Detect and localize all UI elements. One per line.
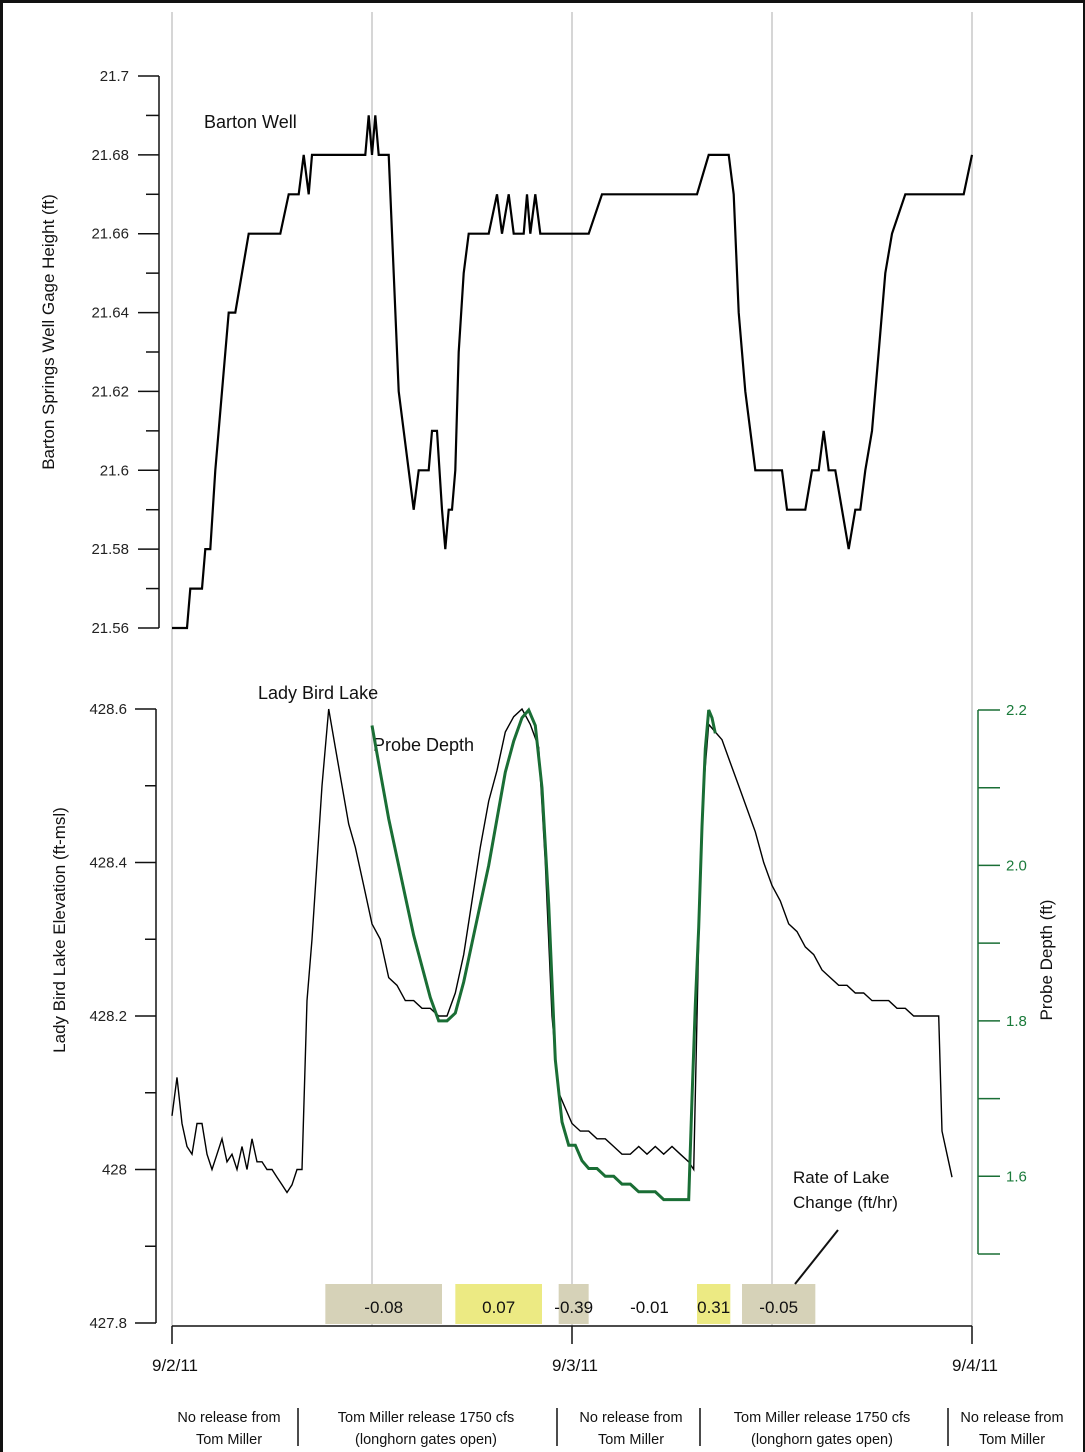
top-y-tick-label: 21.62 xyxy=(91,383,129,400)
probe-depth-label: Probe Depth xyxy=(373,735,474,755)
rate-box xyxy=(697,1284,731,1324)
vertical-gridlines xyxy=(171,12,973,1326)
x-tick-label: 9/3/11 xyxy=(552,1356,598,1375)
rate-box xyxy=(602,1284,697,1324)
x-tick-label: 9/2/11 xyxy=(152,1356,198,1375)
top-y-tick-label: 21.68 xyxy=(91,147,129,164)
probe-y-tick-label: 1.8 xyxy=(1006,1013,1027,1030)
lady-bird-lake-line xyxy=(171,707,953,1194)
period-label-line2: Tom Miller xyxy=(196,1432,262,1448)
lake-y-tick-label: 427.8 xyxy=(89,1315,127,1332)
probe-y-axis-title: Probe Depth (ft) xyxy=(1037,900,1056,1021)
period-label-line2: Tom Miller xyxy=(598,1432,664,1448)
period-label-line1: No release from xyxy=(579,1410,682,1426)
period-label-line2: Tom Miller xyxy=(979,1432,1045,1448)
lady-bird-lake-panel: 428.6 428.4 428.2 428 427.8 2.2 2.0 1.8 1.6 Lad… xyxy=(50,683,1056,1332)
period-label-line2: (longhorn gates open) xyxy=(355,1432,497,1448)
rate-value: 0.31 xyxy=(697,1298,730,1317)
rate-value: -0.05 xyxy=(759,1298,798,1317)
probe-y-tick-label: 1.6 xyxy=(1006,1168,1027,1185)
probe-y-ticks: 2.2 2.0 1.8 1.6 xyxy=(978,702,1027,1255)
rate-box xyxy=(558,1284,589,1324)
rate-title-line1: Rate of Lake xyxy=(793,1168,889,1187)
lake-y-axis-title: Lady Bird Lake Elevation (ft-msl) xyxy=(50,807,69,1053)
rate-value: -0.39 xyxy=(554,1298,593,1317)
period-label-line1: No release from xyxy=(177,1410,280,1426)
lake-y-tick-label: 428.6 xyxy=(89,701,127,718)
top-y-tick-label: 21.56 xyxy=(91,620,129,637)
top-y-axis-title: Barton Springs Well Gage Height (ft) xyxy=(39,194,58,470)
top-y-tick-label: 21.6 xyxy=(100,462,129,479)
top-y-tick-label: 21.66 xyxy=(91,226,129,243)
lady-bird-lake-label: Lady Bird Lake xyxy=(258,683,378,703)
time-x-axis: 9/2/11 9/3/11 9/4/11 xyxy=(152,1325,998,1375)
barton-well-panel: 21.7 21.68 21.66 21.64 21.62 21.6 21.58 21.56 B… xyxy=(39,68,974,637)
lake-y-tick-label: 428 xyxy=(102,1162,127,1179)
x-ticks: 9/2/11 9/3/11 9/4/11 xyxy=(152,1326,998,1375)
rate-value: -0.01 xyxy=(630,1298,669,1317)
period-label-line2: (longhorn gates open) xyxy=(751,1432,893,1448)
period-label-line1: No release from xyxy=(960,1410,1063,1426)
rate-value: -0.08 xyxy=(364,1298,403,1317)
rate-box xyxy=(742,1284,816,1324)
release-periods: No release from Tom Miller Tom Miller rele… xyxy=(177,1408,1064,1448)
x-tick-label: 9/4/11 xyxy=(952,1356,998,1375)
top-y-tick-label: 21.64 xyxy=(91,305,129,322)
probe-y-tick-label: 2.2 xyxy=(1006,702,1027,719)
period-label-line1: Tom Miller release 1750 cfs xyxy=(338,1410,515,1426)
top-y-ticks: 21.7 21.68 21.66 21.64 21.62 21.6 21.58 21.56 xyxy=(91,68,159,637)
rate-title-pointer xyxy=(794,1229,839,1285)
rate-value: 0.07 xyxy=(482,1298,515,1317)
rate-box xyxy=(455,1284,542,1324)
lake-y-ticks: 428.6 428.4 428.2 428 427.8 xyxy=(89,701,156,1332)
probe-y-tick-label: 2.0 xyxy=(1006,857,1027,874)
period-label-line1: Tom Miller release 1750 cfs xyxy=(734,1410,911,1426)
top-y-tick-label: 21.7 xyxy=(100,68,129,85)
barton-well-label: Barton Well xyxy=(204,112,297,132)
rate-box xyxy=(325,1284,442,1324)
rate-boxes: -0.08 0.07 -0.39 -0.01 0.31 -0.05 xyxy=(325,1284,816,1324)
probe-depth-line xyxy=(370,707,717,1202)
lake-y-tick-label: 428.2 xyxy=(89,1008,127,1025)
lake-y-tick-label: 428.4 xyxy=(89,855,127,872)
top-y-tick-label: 21.58 xyxy=(91,541,129,558)
rate-title-line2: Change (ft/hr) xyxy=(793,1193,898,1212)
barton-well-line xyxy=(172,115,974,630)
